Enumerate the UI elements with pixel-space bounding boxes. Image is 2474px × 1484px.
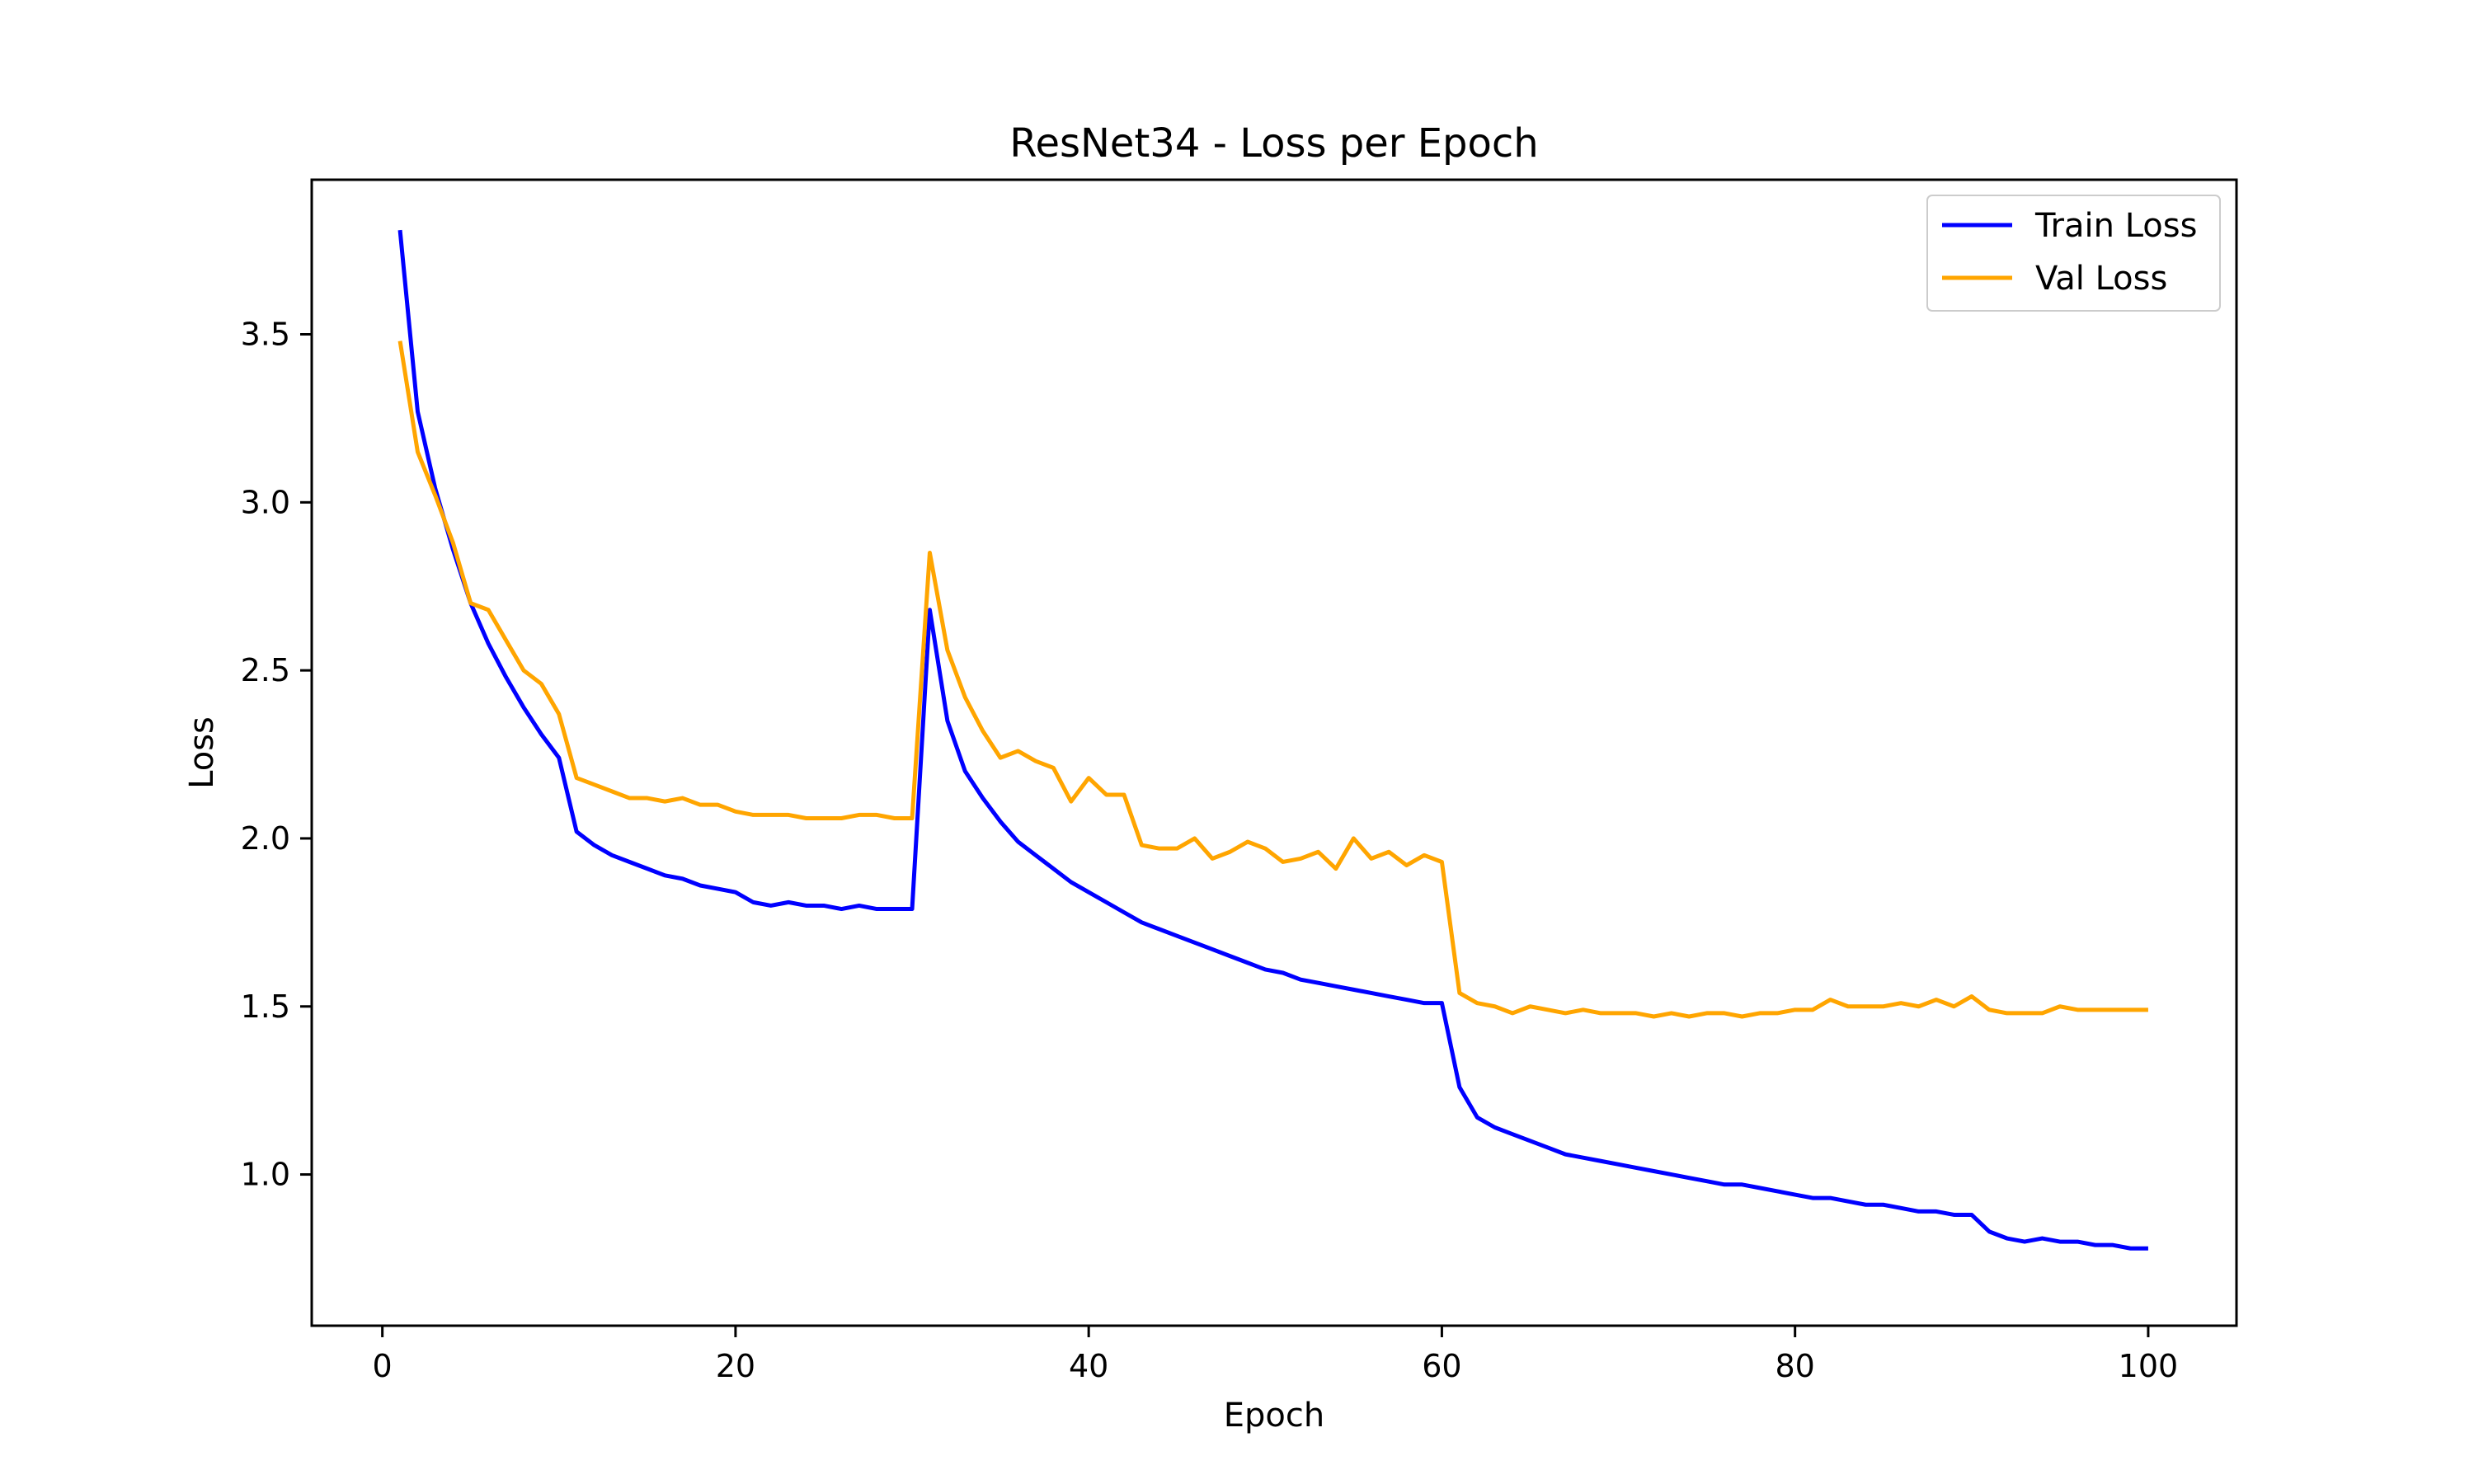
series-line-val-loss	[397, 340, 2148, 1019]
series-line-train-loss	[397, 229, 2148, 1251]
x-tick-label: 80	[1775, 1348, 1814, 1384]
legend-label-train: Train Loss	[2034, 207, 2197, 245]
x-tick-label: 60	[1422, 1348, 1461, 1384]
x-tick-label: 40	[1069, 1348, 1108, 1384]
x-tick-label: 20	[716, 1348, 755, 1384]
legend: Train Loss Val Loss	[1926, 195, 2221, 312]
y-tick-label: 2.0	[241, 820, 290, 857]
legend-label-val: Val Loss	[2035, 260, 2167, 298]
y-tick-label: 1.5	[241, 989, 290, 1025]
y-tick-label: 3.5	[241, 317, 290, 353]
series-layer	[397, 229, 2148, 1251]
y-tick-label: 2.5	[241, 652, 290, 688]
x-tick-label: 0	[373, 1348, 393, 1384]
plot-frame	[310, 178, 2238, 1327]
chart-title: ResNet34 - Loss per Epoch	[1009, 120, 1538, 167]
ticks-layer: 0 20 40 60 80 100 1.0 1.5 2.0 2.5 3.0 3.5	[241, 317, 2179, 1384]
x-tick-label: 100	[2119, 1348, 2179, 1384]
y-axis-label: Loss	[183, 716, 221, 789]
y-tick-label: 3.0	[241, 484, 290, 520]
x-axis-label: Epoch	[1224, 1397, 1324, 1435]
y-tick-label: 1.0	[241, 1157, 290, 1193]
